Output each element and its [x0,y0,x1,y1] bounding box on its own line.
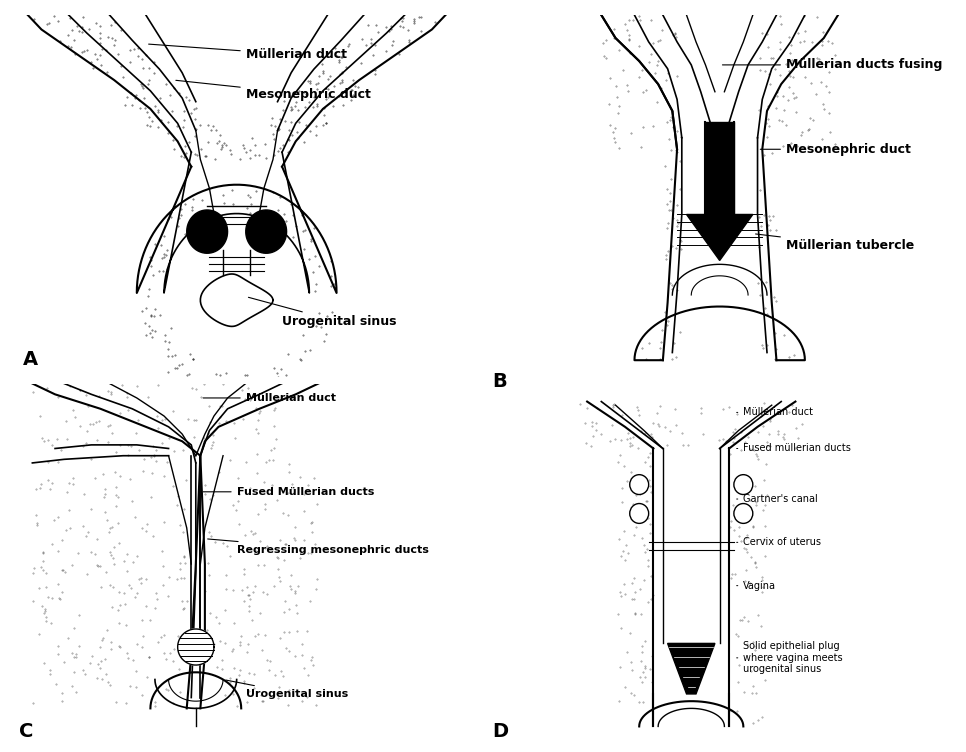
Text: Urogenital sinus: Urogenital sinus [226,680,348,699]
Text: C: C [18,722,33,741]
Text: Müllerian duct: Müllerian duct [203,393,336,403]
Polygon shape [668,644,715,694]
Text: Gartner's canal: Gartner's canal [737,494,818,504]
Ellipse shape [734,504,753,523]
Text: B: B [493,372,507,391]
Text: Fused müllerian ducts: Fused müllerian ducts [737,444,851,453]
Text: Müllerian duct: Müllerian duct [149,44,347,61]
Text: Vagina: Vagina [737,581,777,590]
Text: Mesonephric duct: Mesonephric duct [176,80,371,101]
Text: Mesonephric duct: Mesonephric duct [760,143,911,156]
Text: Müllerian duct: Müllerian duct [737,408,813,417]
Text: Cervix of uterus: Cervix of uterus [737,538,821,547]
Text: Müllerian ducts fusing: Müllerian ducts fusing [723,59,942,71]
Polygon shape [687,214,753,260]
Polygon shape [178,629,213,665]
Text: Fused Müllerian ducts: Fused Müllerian ducts [203,487,374,497]
Ellipse shape [630,504,649,523]
Text: Müllerian tubercle: Müllerian tubercle [755,234,914,252]
Text: D: D [493,722,508,741]
Polygon shape [245,210,287,253]
Text: Regressing mesonephric ducts: Regressing mesonephric ducts [208,539,429,554]
Text: A: A [23,350,39,369]
Text: Urogenital sinus: Urogenital sinus [248,297,397,329]
Ellipse shape [630,475,649,495]
Text: Solid epithelial plug
where vagina meets
urogenital sinus: Solid epithelial plug where vagina meets… [737,641,843,675]
Ellipse shape [734,475,753,495]
Polygon shape [186,210,228,253]
